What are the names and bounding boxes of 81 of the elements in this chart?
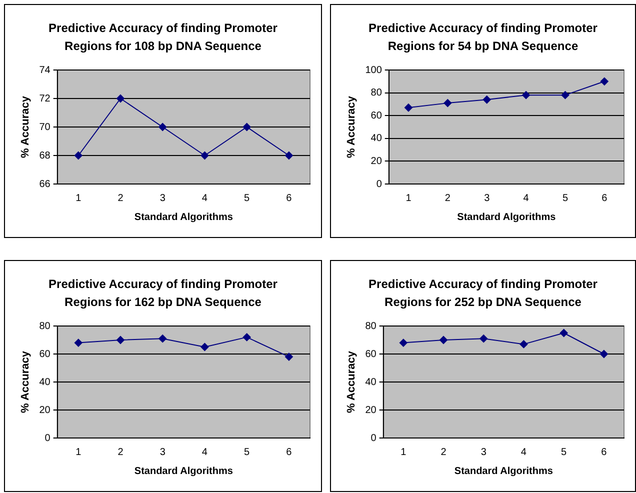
point — [482, 96, 491, 104]
x-axis-title: Standard Algorithms — [134, 466, 234, 477]
x-tick-label: 5 — [561, 446, 568, 458]
y-tick-label: 80 — [365, 320, 377, 332]
y-tick-label: 40 — [365, 376, 377, 388]
y-tick-label: 100 — [365, 64, 382, 76]
y-tick-label: 40 — [370, 133, 382, 144]
point — [242, 123, 251, 131]
x-tick-label: 3 — [160, 192, 166, 204]
point — [480, 334, 488, 343]
x-tick-label: 1 — [76, 446, 82, 458]
x-tick-label: 5 — [562, 192, 568, 204]
point — [200, 343, 209, 351]
y-tick-label: 80 — [370, 88, 382, 99]
point — [600, 350, 608, 358]
y-tick-label: 68 — [39, 150, 51, 162]
chart-title: Predictive Accuracy of finding Promoter Regions for 108 bp DNA Sequence — [48, 20, 278, 55]
point — [200, 152, 209, 160]
x-tick-label: 2 — [440, 446, 447, 458]
x-tick-label: 3 — [160, 446, 166, 458]
point — [116, 94, 124, 102]
point — [284, 152, 293, 160]
y-tick-label: 40 — [39, 376, 51, 388]
y-tick-label: 60 — [365, 348, 377, 360]
y-tick-label: 0 — [376, 178, 382, 190]
y-tick-label: 80 — [39, 320, 51, 332]
y-tick-label: 72 — [39, 93, 51, 104]
x-tick-label: 4 — [202, 192, 208, 204]
x-tick-label: 1 — [400, 446, 407, 458]
x-tick-label: 3 — [480, 446, 487, 458]
x-tick-label: 2 — [118, 192, 124, 204]
x-axis-title: Standard Algorithms — [454, 466, 554, 477]
point — [561, 91, 570, 100]
point — [242, 333, 251, 342]
y-axis-title: % Accuracy — [20, 95, 32, 158]
point — [399, 338, 408, 347]
x-tick-label: 2 — [444, 192, 451, 204]
y-axis-title: % Accuracy — [346, 95, 358, 158]
point — [116, 336, 124, 344]
y-tick-label: 74 — [39, 64, 51, 76]
x-tick-label: 4 — [523, 192, 530, 204]
point — [600, 77, 608, 86]
point — [522, 91, 530, 100]
x-tick-label: 1 — [76, 192, 82, 204]
y-tick-label: 60 — [370, 110, 382, 122]
y-tick-label: 70 — [39, 122, 51, 133]
point — [560, 329, 568, 337]
y-tick-label: 0 — [44, 432, 51, 444]
point — [74, 338, 82, 347]
x-tick-label: 2 — [118, 446, 124, 458]
x-tick-label: 5 — [244, 192, 250, 204]
x-axis-title: Standard Algorithms — [134, 212, 234, 223]
chart-title: Predictive Accuracy of finding Promoter Regions for 162 bp DNA Sequence — [48, 276, 278, 311]
y-tick-label: 0 — [370, 432, 377, 444]
x-tick-label: 3 — [484, 192, 490, 204]
y-tick-label: 20 — [370, 156, 382, 167]
point — [284, 352, 293, 361]
point — [444, 99, 452, 108]
x-tick-label: 5 — [244, 446, 250, 458]
point — [158, 123, 167, 131]
y-tick-label: 60 — [39, 348, 51, 360]
point — [74, 152, 82, 160]
point — [520, 340, 528, 348]
x-tick-label: 6 — [286, 192, 292, 204]
chart-title: Predictive Accuracy of finding Promoter Regions for 54 bp DNA Sequence — [368, 20, 598, 55]
y-tick-label: 20 — [365, 404, 377, 416]
point — [158, 334, 167, 343]
x-tick-label: 6 — [286, 446, 292, 458]
x-axis-title: Standard Algorithms — [457, 212, 556, 223]
y-tick-label: 66 — [39, 178, 51, 190]
x-tick-label: 1 — [406, 192, 412, 204]
x-tick-label: 6 — [601, 446, 608, 458]
y-axis-title: % Accuracy — [346, 350, 358, 413]
y-tick-label: 20 — [39, 404, 51, 416]
x-tick-label: 4 — [520, 446, 527, 458]
point — [439, 336, 448, 344]
x-tick-label: 4 — [202, 446, 208, 458]
x-tick-label: 6 — [602, 192, 608, 204]
y-axis-title: % Accuracy — [20, 350, 32, 413]
chart-title: Predictive Accuracy of finding Promoter Regions for 252 bp DNA Sequence — [368, 276, 598, 311]
point — [404, 104, 412, 112]
